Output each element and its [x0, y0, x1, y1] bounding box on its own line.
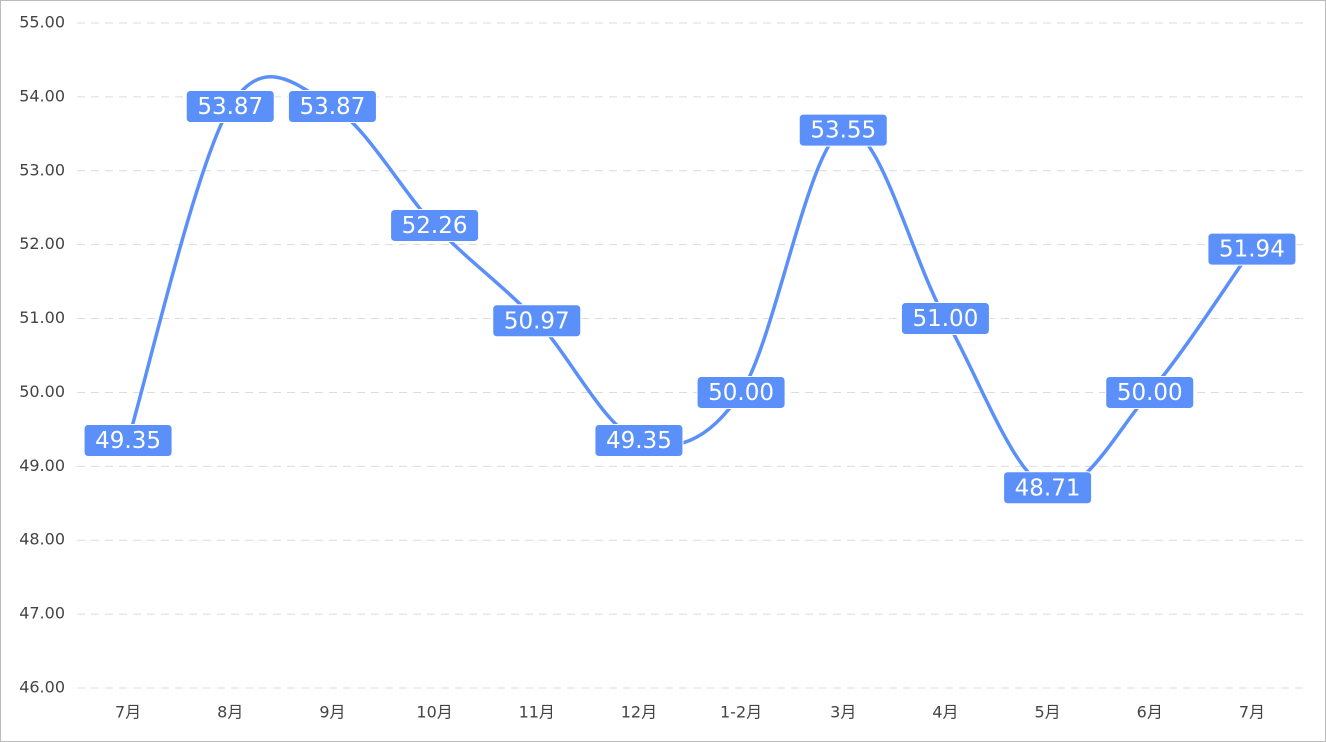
y-tick-label: 49.00 [19, 456, 65, 475]
value-label: 50.00 [1117, 380, 1183, 406]
value-label: 53.87 [197, 94, 263, 120]
y-tick-label: 52.00 [19, 234, 65, 253]
x-tick-label: 5月 [1034, 703, 1060, 722]
value-label-box [798, 113, 888, 147]
x-tick-label: 11月 [519, 703, 555, 722]
value-label: 52.26 [402, 213, 468, 239]
value-label: 51.94 [1219, 237, 1285, 263]
x-tick-label: 9月 [319, 703, 345, 722]
value-label: 49.35 [95, 428, 161, 454]
y-tick-label: 55.00 [19, 13, 65, 32]
y-tick-label: 50.00 [19, 382, 65, 401]
value-label-box [594, 423, 684, 457]
value-label-box [83, 423, 173, 457]
y-tick-label: 48.00 [19, 530, 65, 549]
value-label-box [900, 302, 990, 336]
value-label: 50.00 [708, 380, 774, 406]
x-tick-label: 10月 [416, 703, 452, 722]
value-label: 49.35 [606, 428, 672, 454]
value-label-box [1207, 232, 1297, 266]
y-tick-label: 54.00 [19, 86, 65, 105]
value-label: 53.55 [810, 118, 876, 144]
value-label-box [1003, 471, 1093, 505]
x-tick-label: 7月 [1239, 703, 1265, 722]
y-tick-label: 51.00 [19, 308, 65, 327]
value-label-box [390, 208, 480, 242]
y-tick-label: 47.00 [19, 604, 65, 623]
value-label: 51.00 [912, 306, 978, 332]
value-label: 48.71 [1015, 475, 1081, 501]
x-tick-label: 3月 [830, 703, 856, 722]
x-tick-label: 8月 [217, 703, 243, 722]
value-label-box [287, 89, 377, 123]
y-tick-label: 46.00 [19, 678, 65, 697]
value-label: 53.87 [299, 94, 365, 120]
x-tick-label: 6月 [1137, 703, 1163, 722]
x-tick-label: 12月 [621, 703, 657, 722]
value-label: 50.97 [504, 308, 570, 334]
value-label-box [185, 89, 275, 123]
y-tick-label: 53.00 [19, 160, 65, 179]
x-tick-label: 1-2月 [720, 703, 762, 722]
x-tick-label: 7月 [115, 703, 141, 722]
value-label-box [1105, 375, 1195, 409]
value-label-box [492, 304, 582, 338]
x-tick-label: 4月 [932, 703, 958, 722]
value-label-box [696, 375, 786, 409]
